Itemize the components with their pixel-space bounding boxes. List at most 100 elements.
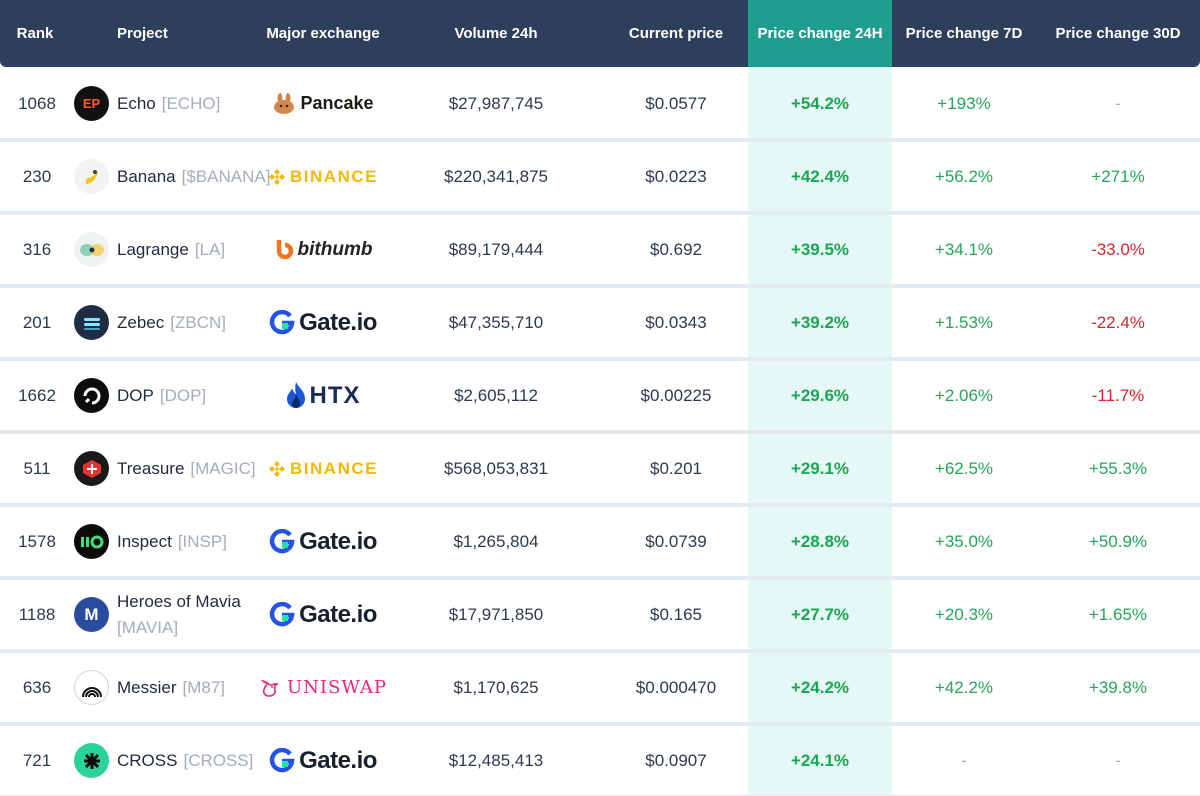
- exchange-name: Gate.io: [299, 308, 377, 336]
- rank-cell: 511: [23, 458, 51, 478]
- project-cell[interactable]: Inspect [INSP]: [74, 507, 259, 576]
- project-logo-icon: M: [74, 597, 109, 632]
- change-30d-cell: +1.65%: [1088, 604, 1148, 624]
- project-cell[interactable]: M Heroes of Mavia [MAVIA]: [74, 580, 259, 649]
- change-7d-cell: +56.2%: [934, 166, 994, 186]
- exchange-cell[interactable]: bithumb: [260, 215, 386, 284]
- change-7d-cell: +42.2%: [934, 677, 994, 697]
- exchange-name: Pancake: [300, 93, 374, 113]
- col-header-rank[interactable]: Rank: [16, 25, 54, 42]
- table-row[interactable]: 1068 EP Echo [ECHO] Pancake $27,987,745 $0.057…: [0, 69, 1200, 142]
- price-cell: $0.201: [650, 458, 702, 478]
- table-row[interactable]: 1578 Inspect [INSP] Gate.io $1,265,804 $0.073…: [0, 507, 1200, 580]
- exchange-cell[interactable]: BINANCE: [260, 142, 386, 211]
- col-header-volume[interactable]: Volume 24h: [454, 25, 538, 42]
- project-name[interactable]: Heroes of Mavia: [117, 591, 241, 611]
- change-7d-cell: +20.3%: [934, 604, 994, 624]
- col-header-change-30d[interactable]: Price change 30D: [1055, 25, 1181, 42]
- project-logo-icon: [74, 232, 109, 267]
- change-7d-cell: +193%: [937, 93, 991, 113]
- project-logo-icon: [74, 305, 109, 340]
- change-24h-cell: +27.7%: [790, 604, 850, 624]
- table-row[interactable]: 721 CROSS [CROSS] Gate.io $12,485,413 $0.0907…: [0, 726, 1200, 796]
- project-cell[interactable]: Lagrange [LA]: [74, 215, 259, 284]
- change-24h-cell: +29.1%: [790, 458, 850, 478]
- table-row[interactable]: 1188 M Heroes of Mavia [MAVIA] Gate.io $17,97…: [0, 580, 1200, 653]
- exchange-logo[interactable]: Gate.io: [269, 601, 377, 629]
- price-cell: $0.165: [650, 604, 702, 624]
- table-row[interactable]: 201 Zebec [ZBCN] Gate.io $47,355,710 $0.0343 +…: [0, 288, 1200, 361]
- price-cell: $0.0343: [645, 312, 707, 332]
- change-24h-cell: +24.1%: [790, 750, 850, 770]
- project-name[interactable]: CROSS: [117, 750, 178, 770]
- table-row[interactable]: 636 Messier [M87] UNISWAP $1,170,625 $0.00047…: [0, 653, 1200, 726]
- project-name[interactable]: Echo: [117, 93, 156, 113]
- project-name[interactable]: Messier: [117, 677, 177, 697]
- rank-cell: 1578: [18, 531, 56, 551]
- gate-io-icon: [269, 601, 295, 626]
- exchange-logo[interactable]: Gate.io: [269, 528, 377, 556]
- project-name-block: Treasure [MAGIC]: [117, 456, 256, 482]
- project-name-block: Messier [M87]: [117, 675, 225, 701]
- exchange-cell[interactable]: BINANCE: [260, 434, 386, 503]
- exchange-logo[interactable]: bithumb: [274, 238, 372, 262]
- exchange-logo[interactable]: Gate.io: [269, 309, 377, 337]
- exchange-cell[interactable]: UNISWAP: [260, 653, 386, 722]
- exchange-cell[interactable]: Pancake: [260, 69, 386, 138]
- price-cell: $0.692: [650, 239, 702, 259]
- project-cell[interactable]: DOP [DOP]: [74, 361, 259, 430]
- change-30d-cell: -: [1115, 750, 1121, 770]
- project-name[interactable]: Banana: [117, 166, 176, 186]
- rank-cell: 1662: [18, 385, 56, 405]
- col-header-exchange[interactable]: Major exchange: [266, 25, 380, 42]
- project-cell[interactable]: Messier [M87]: [74, 653, 259, 722]
- rank-cell: 1188: [18, 604, 56, 624]
- price-cell: $0.000470: [635, 677, 717, 697]
- change-30d-cell: +55.3%: [1088, 458, 1148, 478]
- project-name[interactable]: Treasure: [117, 458, 185, 478]
- price-cell: $0.0577: [645, 93, 707, 113]
- project-name[interactable]: DOP: [117, 385, 154, 405]
- change-7d-cell: +1.53%: [934, 312, 994, 332]
- exchange-cell[interactable]: Gate.io: [260, 726, 386, 795]
- project-cell[interactable]: Zebec [ZBCN]: [74, 288, 259, 357]
- project-logo-icon: [74, 670, 109, 705]
- change-30d-cell: -: [1115, 93, 1121, 113]
- table-header: Rank Project Major exchange Volume 24h C…: [0, 0, 1200, 67]
- exchange-logo[interactable]: BINANCE: [268, 459, 378, 479]
- uniswap-unicorn-icon: [260, 679, 279, 697]
- exchange-cell[interactable]: Gate.io: [260, 507, 386, 576]
- volume-cell: $89,179,444: [448, 239, 544, 259]
- table-row[interactable]: 1662 DOP [DOP] HTX $2,605,112 $0.00225 +29.6% +…: [0, 361, 1200, 434]
- change-7d-cell: +34.1%: [934, 239, 994, 259]
- exchange-name: BINANCE: [290, 166, 378, 186]
- exchange-cell[interactable]: Gate.io: [260, 580, 386, 649]
- project-cell[interactable]: CROSS [CROSS]: [74, 726, 259, 795]
- col-header-price[interactable]: Current price: [628, 25, 724, 42]
- gate-io-icon: [269, 528, 295, 553]
- exchange-logo[interactable]: Pancake: [272, 92, 374, 116]
- exchange-logo[interactable]: Gate.io: [269, 747, 377, 775]
- project-name[interactable]: Lagrange: [117, 239, 189, 259]
- table-row[interactable]: 230 Banana [$BANANA] BINANCE $220,341,875 $0.…: [0, 142, 1200, 215]
- project-cell[interactable]: EP Echo [ECHO]: [74, 69, 259, 138]
- price-cell: $0.0223: [645, 166, 707, 186]
- exchange-logo[interactable]: UNISWAP: [259, 676, 387, 700]
- volume-cell: $12,485,413: [448, 750, 544, 770]
- project-cell[interactable]: Banana [$BANANA]: [74, 142, 270, 211]
- project-cell[interactable]: Treasure [MAGIC]: [74, 434, 259, 503]
- exchange-cell[interactable]: Gate.io: [260, 288, 386, 357]
- col-header-change-24h[interactable]: Price change 24H: [757, 25, 883, 42]
- col-header-change-7d[interactable]: Price change 7D: [905, 25, 1023, 42]
- change-7d-cell: +62.5%: [934, 458, 994, 478]
- project-name[interactable]: Zebec: [117, 312, 165, 332]
- table-row[interactable]: 316 Lagrange [LA] bithumb $89,179,444 $0.692 +…: [0, 215, 1200, 288]
- project-name[interactable]: Inspect: [117, 531, 172, 551]
- exchange-logo[interactable]: BINANCE: [268, 167, 378, 187]
- volume-cell: $1,265,804: [453, 531, 539, 551]
- project-logo-icon: [74, 378, 109, 413]
- table-row[interactable]: 511 Treasure [MAGIC] BINANCE $568,053,831 $0.…: [0, 434, 1200, 507]
- col-header-project[interactable]: Project: [117, 25, 168, 42]
- exchange-logo[interactable]: HTX: [286, 381, 361, 411]
- exchange-cell[interactable]: HTX: [260, 361, 386, 430]
